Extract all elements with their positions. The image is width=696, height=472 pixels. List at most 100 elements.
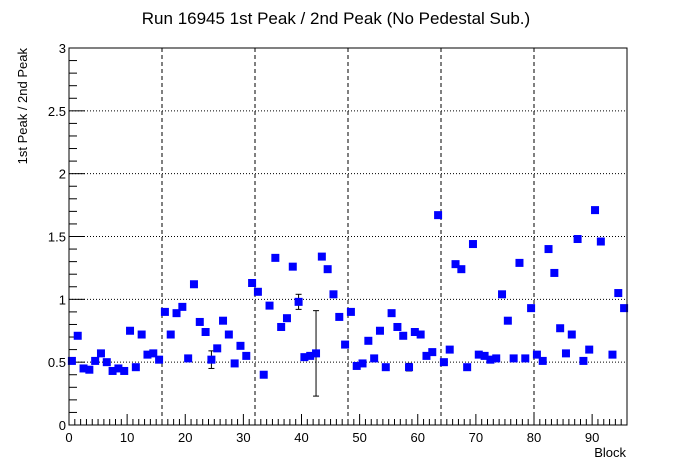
data-point: [108, 366, 117, 375]
data-point: [335, 312, 344, 321]
data-point: [346, 307, 355, 316]
data-point: [352, 361, 361, 370]
grid-lines: [69, 48, 627, 425]
data-point: [614, 289, 623, 298]
data-point: [91, 356, 100, 365]
data-point: [294, 297, 303, 306]
data-points: [67, 206, 629, 397]
data-point: [381, 363, 390, 372]
y-tick-label: 0: [59, 418, 66, 433]
data-point: [323, 265, 332, 274]
data-point: [405, 363, 414, 372]
x-tick-label: 10: [120, 430, 134, 445]
data-point: [410, 328, 419, 337]
data-point: [149, 349, 158, 358]
data-point: [189, 280, 198, 289]
data-point: [317, 252, 326, 261]
data-point: [509, 354, 518, 363]
data-point: [515, 258, 524, 267]
data-point: [492, 354, 501, 363]
data-point: [538, 356, 547, 365]
data-point: [300, 353, 309, 362]
data-point: [329, 290, 338, 299]
data-point: [567, 330, 576, 339]
data-point: [137, 330, 146, 339]
data-point: [178, 302, 187, 311]
plot-frame: [68, 47, 628, 426]
data-point: [451, 260, 460, 269]
axes: 0 10 20 30 40 50 60 70 80 90 0 0.5 1 1.5 2 2.5 3: [48, 41, 628, 445]
data-point: [375, 326, 384, 335]
x-tick-label: 40: [294, 430, 308, 445]
y-axis-label: 1st Peak / 2nd Peak: [15, 48, 30, 165]
data-point: [596, 237, 605, 246]
data-point: [457, 265, 466, 274]
data-point: [271, 253, 280, 262]
data-point: [585, 345, 594, 354]
y-tick-label: 2: [59, 167, 66, 182]
data-point: [282, 314, 291, 323]
data-point: [114, 364, 123, 373]
data-point: [242, 351, 251, 360]
data-point: [620, 304, 629, 313]
x-tick-label: 60: [411, 430, 425, 445]
x-tick-label: 90: [585, 430, 599, 445]
x-tick-label: 70: [469, 430, 483, 445]
x-tick-label: 0: [65, 430, 72, 445]
data-point: [393, 322, 402, 331]
data-point: [79, 364, 88, 373]
data-point: [288, 262, 297, 271]
data-point: [480, 351, 489, 360]
data-point: [230, 359, 239, 368]
data-point: [126, 326, 135, 335]
data-point: [387, 309, 396, 318]
data-point: [399, 331, 408, 340]
data-point: [416, 330, 425, 339]
data-point: [155, 355, 164, 364]
data-point: [544, 245, 553, 254]
data-point: [120, 366, 129, 375]
x-tick-label: 50: [352, 430, 366, 445]
data-point: [358, 359, 367, 368]
data-point: [521, 354, 530, 363]
data-point: [527, 304, 536, 313]
data-point: [498, 290, 507, 299]
data-point: [573, 235, 582, 244]
data-point: [195, 317, 204, 326]
x-axis-label: Block: [594, 445, 626, 460]
data-point: [207, 355, 216, 364]
data-point: [224, 330, 233, 339]
y-tick-label: 3: [59, 41, 66, 56]
data-point: [468, 240, 477, 249]
data-point: [434, 211, 443, 220]
data-point: [474, 350, 483, 359]
data-point: [556, 324, 565, 333]
data-point: [503, 316, 512, 325]
data-point: [463, 363, 472, 372]
data-point: [445, 345, 454, 354]
data-point: [312, 349, 321, 358]
data-point: [248, 278, 257, 287]
data-point: [213, 344, 222, 353]
data-point: [67, 356, 76, 365]
data-point: [561, 349, 570, 358]
chart-title: Run 16945 1st Peak / 2nd Peak (No Pedest…: [142, 9, 530, 28]
data-point: [85, 365, 94, 374]
x-tick-label: 80: [527, 430, 541, 445]
data-point: [486, 355, 495, 364]
y-tick-label: 1.5: [48, 230, 66, 245]
data-point: [550, 268, 559, 277]
data-point: [184, 354, 193, 363]
data-point: [428, 348, 437, 357]
data-point: [131, 363, 140, 372]
y-tick-label: 1: [59, 292, 66, 307]
data-point: [166, 330, 175, 339]
data-point: [160, 307, 169, 316]
data-point: [608, 350, 617, 359]
data-point: [259, 370, 268, 379]
data-point: [439, 358, 448, 367]
data-point: [73, 331, 82, 340]
data-point: [253, 287, 262, 296]
x-tick-label: 20: [178, 430, 192, 445]
